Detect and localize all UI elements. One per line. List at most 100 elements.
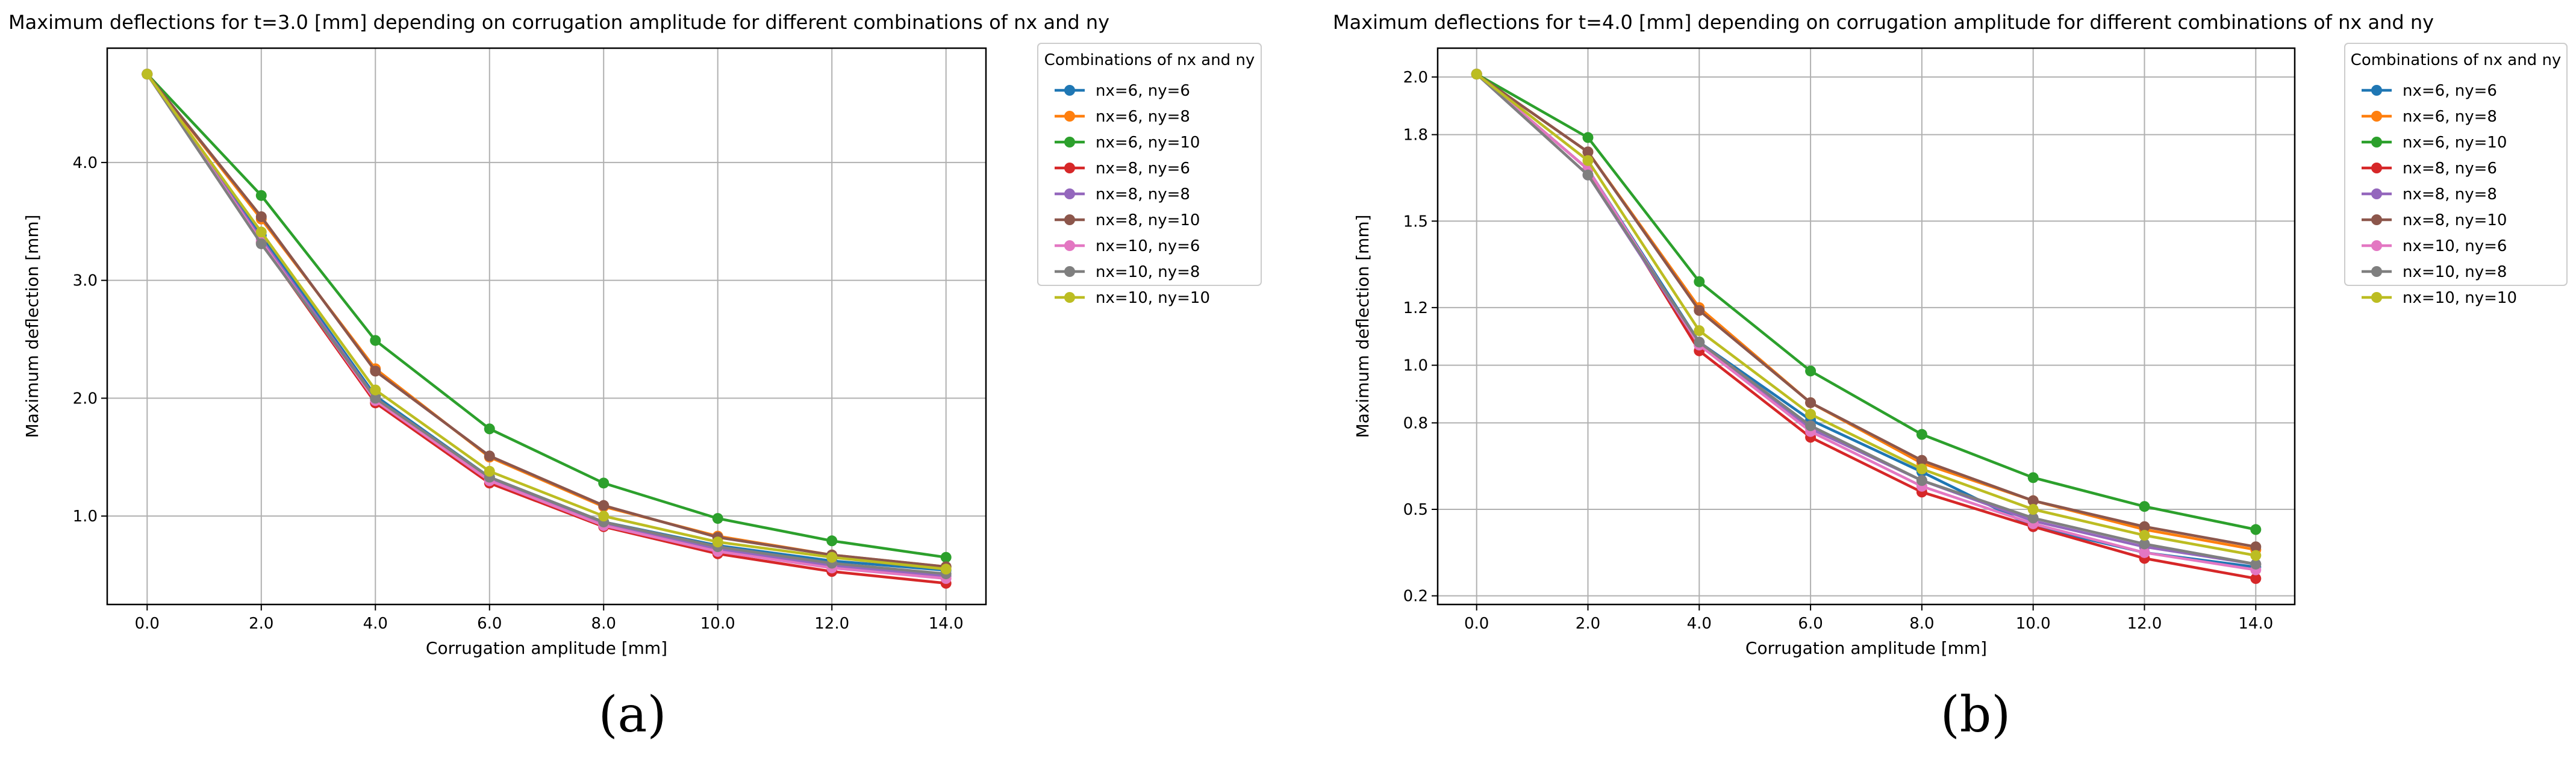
data-point bbox=[1916, 429, 1927, 440]
x-tick-label: 0.0 bbox=[135, 615, 160, 633]
data-point bbox=[370, 384, 381, 396]
series-line bbox=[1476, 73, 2256, 548]
legend-entry: nx=6, ny=8 bbox=[2362, 108, 2497, 126]
y-tick-label: 1.5 bbox=[1403, 213, 1428, 231]
x-tick-label: 12.0 bbox=[2127, 615, 2162, 633]
legend: Combinations of nx and ny nx=6, ny=6 nx=6,… bbox=[2344, 43, 2568, 307]
data-point bbox=[142, 69, 153, 80]
x-tick-label: 2.0 bbox=[249, 615, 273, 633]
y-tick-label: 2.0 bbox=[1403, 69, 1428, 87]
data-point bbox=[484, 450, 495, 462]
y-tick-label: 1.0 bbox=[1403, 357, 1428, 375]
legend-frame bbox=[2344, 43, 2568, 286]
data-point bbox=[2139, 547, 2150, 558]
legend-marker bbox=[1064, 163, 1075, 173]
data-point bbox=[2139, 521, 2150, 532]
data-point bbox=[1694, 337, 1705, 348]
legend-marker bbox=[1064, 214, 1075, 225]
series-line bbox=[146, 73, 946, 585]
y-tick-label: 1.2 bbox=[1403, 299, 1428, 317]
data-point bbox=[1582, 155, 1594, 166]
series-nx-10-ny-8 bbox=[1471, 69, 2262, 570]
data-point bbox=[1694, 325, 1705, 337]
legend-label: nx=10, ny=6 bbox=[2403, 237, 2507, 255]
legend-entry: nx=10, ny=10 bbox=[2362, 289, 2517, 307]
data-point bbox=[484, 423, 495, 435]
series-line bbox=[146, 73, 946, 572]
series-nx-8-ny-10 bbox=[142, 69, 952, 573]
x-tick-label: 8.0 bbox=[1909, 615, 1934, 633]
legend-marker bbox=[2371, 292, 2382, 303]
legend-entry: nx=8, ny=10 bbox=[2362, 211, 2507, 229]
legend-entry: nx=10, ny=8 bbox=[1055, 263, 1200, 281]
x-axis: 0.0 2.0 4.0 6.0 8.0 10.0 12.0 14.0 bbox=[1464, 604, 2273, 633]
data-point bbox=[2250, 541, 2262, 553]
legend-marker bbox=[2371, 111, 2382, 122]
series-nx-6-ny-10 bbox=[142, 69, 952, 563]
y-tick-label: 0.8 bbox=[1403, 414, 1428, 432]
legend-entry: nx=10, ny=6 bbox=[1055, 237, 1200, 255]
data-point bbox=[598, 477, 610, 489]
data-point bbox=[1805, 409, 1817, 420]
data-point bbox=[1582, 169, 1594, 181]
y-axis-label: Maximum deflection [mm] bbox=[1353, 214, 1373, 438]
data-point bbox=[370, 335, 381, 346]
series-group bbox=[142, 69, 952, 589]
legend-marker bbox=[2371, 266, 2382, 277]
data-point bbox=[255, 211, 267, 222]
plot-frame bbox=[1436, 47, 2296, 606]
series-nx-10-ny-6 bbox=[142, 69, 952, 584]
legend-marker bbox=[1064, 188, 1075, 199]
series-line bbox=[146, 73, 946, 576]
legend-label: nx=6, ny=10 bbox=[2403, 134, 2507, 152]
chart-title: Maximum deflections for t=3.0 [mm] depen… bbox=[8, 11, 1109, 34]
series-nx-10-ny-10 bbox=[1471, 69, 2262, 561]
series-line bbox=[1476, 73, 2256, 580]
legend-marker bbox=[1064, 240, 1075, 251]
legend-entry: nx=6, ny=10 bbox=[2362, 134, 2507, 152]
data-point bbox=[2139, 501, 2150, 512]
series-line bbox=[1476, 73, 2256, 569]
data-point bbox=[1694, 305, 1705, 316]
data-point bbox=[1805, 397, 1817, 408]
series-line bbox=[146, 73, 946, 580]
legend-entry: nx=8, ny=6 bbox=[2362, 160, 2497, 178]
data-point bbox=[1471, 69, 1482, 80]
series-nx-8-ny-8 bbox=[1471, 69, 2262, 570]
data-point bbox=[2027, 512, 2039, 524]
legend-marker bbox=[2371, 214, 2382, 225]
series-line bbox=[146, 73, 946, 568]
data-point bbox=[2250, 524, 2262, 535]
legend-marker bbox=[1064, 266, 1075, 277]
legend-label: nx=8, ny=10 bbox=[2403, 211, 2507, 229]
legend-marker bbox=[1064, 137, 1075, 148]
x-tick-label: 4.0 bbox=[1687, 615, 1712, 633]
series-line bbox=[1476, 73, 2256, 531]
data-point bbox=[2250, 573, 2262, 584]
legend-entry: nx=6, ny=10 bbox=[1055, 134, 1200, 152]
panel-label: (b) bbox=[1941, 686, 2010, 744]
data-point bbox=[255, 190, 267, 201]
x-tick-label: 6.0 bbox=[1798, 615, 1823, 633]
data-point bbox=[484, 465, 495, 477]
x-axis-label: Corrugation amplitude [mm] bbox=[1745, 638, 1987, 658]
series-nx-6-ny-8 bbox=[142, 69, 952, 573]
legend-label: nx=10, ny=6 bbox=[1096, 237, 1200, 255]
data-point bbox=[1694, 276, 1705, 287]
legend-marker bbox=[1064, 111, 1075, 122]
data-point bbox=[255, 226, 267, 238]
data-point bbox=[2250, 558, 2262, 570]
series-nx-10-ny-6 bbox=[1471, 69, 2262, 576]
y-tick-label: 0.2 bbox=[1403, 588, 1428, 606]
legend-marker bbox=[2371, 188, 2382, 199]
series-nx-8-ny-6 bbox=[142, 69, 952, 589]
legend-title: Combinations of nx and ny bbox=[2351, 51, 2562, 69]
legend-label: nx=6, ny=6 bbox=[2403, 82, 2497, 100]
series-nx-8-ny-10 bbox=[1471, 69, 2262, 553]
x-tick-label: 8.0 bbox=[591, 615, 616, 633]
legend-label: nx=8, ny=8 bbox=[1096, 185, 1190, 203]
y-tick-label: 2.0 bbox=[73, 390, 98, 408]
legend-marker bbox=[1064, 85, 1075, 96]
x-axis: 0.0 2.0 4.0 6.0 8.0 10.0 12.0 14.0 bbox=[135, 604, 964, 633]
